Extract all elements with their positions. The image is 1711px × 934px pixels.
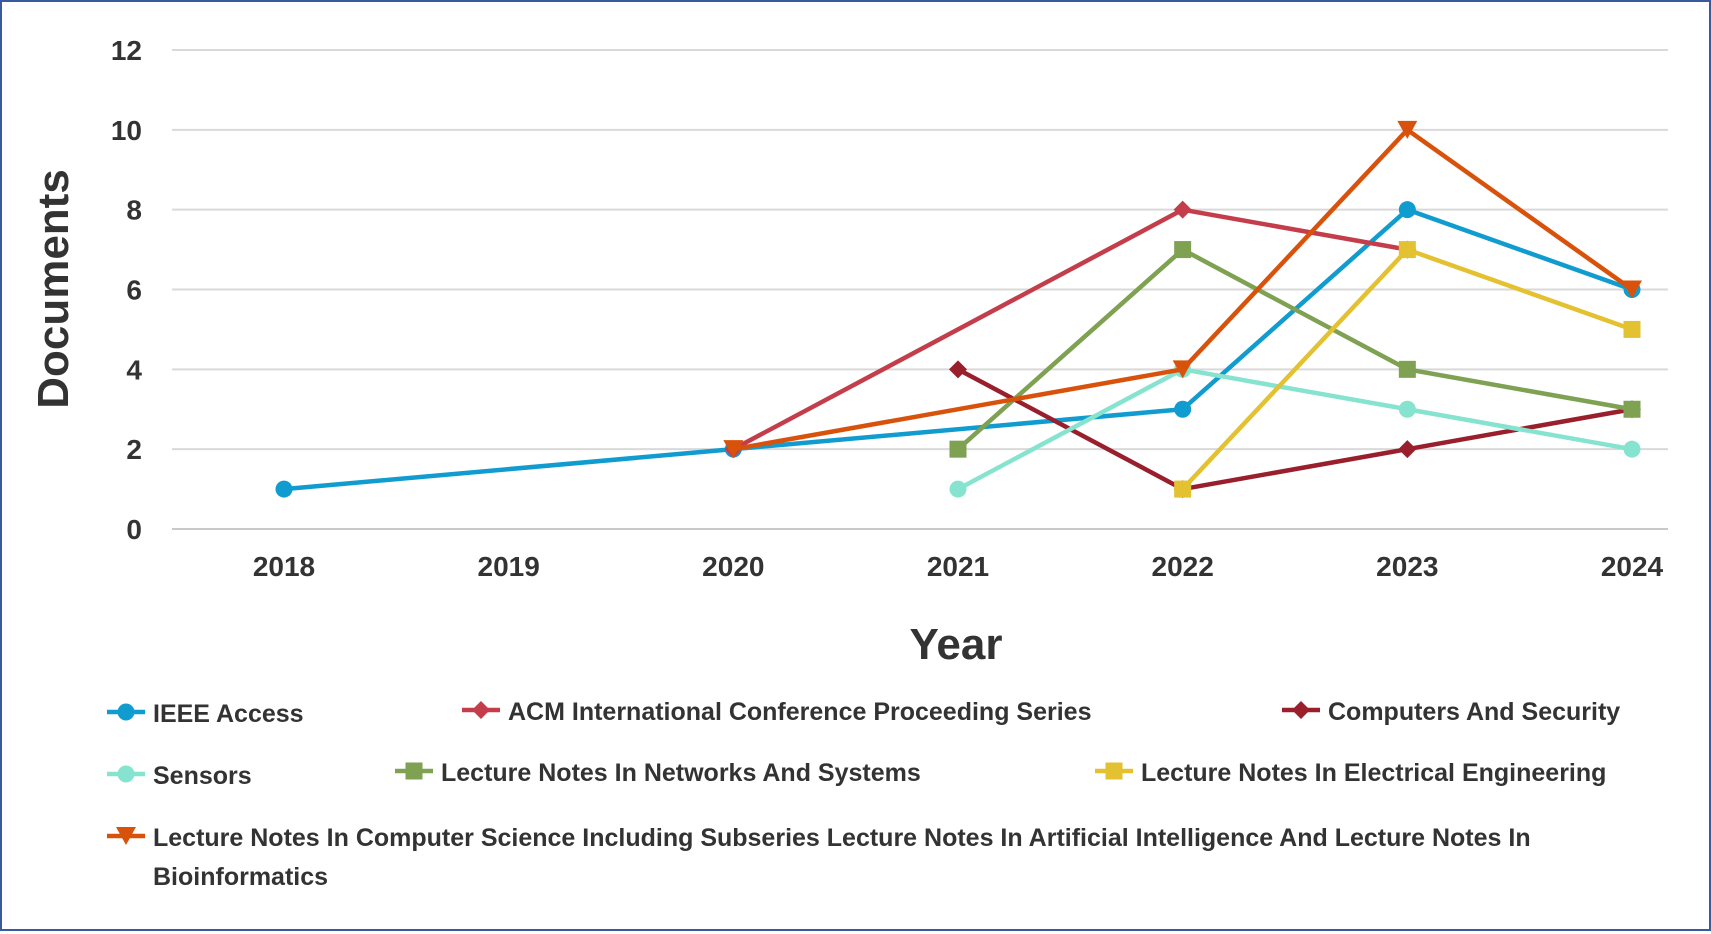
y-tick-label: 0 — [126, 514, 142, 545]
legend-swatch-marker — [116, 827, 136, 845]
legend-label: Lecture Notes In Networks And Systems — [441, 759, 921, 787]
legend-swatch-marker — [117, 765, 135, 783]
y-tick-label: 12 — [111, 35, 142, 66]
x-tick-label: 2020 — [702, 551, 764, 582]
series-line — [731, 127, 1635, 452]
y-tick-label: 4 — [126, 354, 142, 385]
series-lecture-notes-in-electrical-engineering — [1174, 241, 1641, 498]
y-tick-label: 8 — [126, 195, 142, 226]
x-tick-label: 2018 — [253, 551, 315, 582]
data-point — [1174, 241, 1192, 259]
series-lecture-notes-in-networks-and-systems — [949, 241, 1641, 458]
legend-swatch-marker — [1105, 762, 1123, 780]
legend-item[interactable]: IEEE Access — [107, 700, 304, 728]
data-point — [1623, 400, 1641, 418]
data-point — [1622, 280, 1642, 299]
series-lines — [275, 120, 1642, 499]
legend-label: Computers And Security — [1328, 698, 1620, 726]
x-tick-label: 2019 — [478, 551, 540, 582]
x-axis-ticks: 2018 2019 2020 2021 2022 2023 2024 — [253, 551, 1664, 582]
y-tick-label: 2 — [126, 434, 142, 465]
x-tick-label: 2022 — [1152, 551, 1214, 582]
legend-label: Sensors — [153, 762, 252, 790]
y-axis-title: Documents — [29, 169, 78, 409]
data-point — [1398, 201, 1416, 219]
series-line — [731, 207, 1410, 452]
series-sensors — [949, 360, 1641, 498]
data-point — [1174, 400, 1192, 418]
legend-swatch-marker — [405, 762, 423, 780]
data-point — [1397, 120, 1418, 139]
data-point — [723, 440, 744, 459]
data-point — [1398, 241, 1416, 259]
legend: IEEE Access ACM International Conference … — [107, 698, 1620, 891]
x-tick-label: 2024 — [1601, 551, 1664, 582]
data-point — [949, 440, 967, 458]
series-line — [955, 367, 1635, 492]
data-point — [1172, 360, 1193, 379]
legend-item[interactable]: Computers And Security — [1282, 698, 1620, 726]
data-point — [949, 480, 967, 498]
legend-label: Lecture Notes In Electrical Engineering — [1141, 759, 1606, 787]
legend-label: ACM International Conference Proceeding … — [508, 698, 1091, 726]
series-lecture-notes-in-computer-science-includ — [723, 120, 1642, 459]
legend-item[interactable]: Sensors — [107, 762, 252, 790]
data-point — [949, 360, 967, 379]
legend-item[interactable]: Lecture Notes In Computer Science Includ… — [107, 824, 1531, 891]
data-point — [1174, 480, 1192, 498]
data-point — [275, 480, 293, 498]
data-point — [1623, 440, 1641, 458]
legend-label: IEEE Access — [153, 700, 304, 728]
y-tick-label: 6 — [126, 275, 142, 306]
legend-swatch-marker — [1292, 701, 1310, 719]
y-tick-label: 10 — [111, 115, 142, 146]
legend-label: Lecture Notes In Computer Science Includ… — [153, 824, 1531, 891]
series-line — [955, 247, 1635, 452]
series-computers-and-security — [949, 360, 1641, 499]
data-point — [1398, 360, 1416, 378]
x-tick-label: 2021 — [927, 551, 989, 582]
y-axis-ticks: 0 2 4 6 8 10 12 — [111, 35, 143, 545]
legend-swatch-marker — [117, 703, 135, 721]
x-tick-label: 2023 — [1376, 551, 1438, 582]
data-point — [1173, 200, 1192, 219]
x-axis-title: Year — [910, 620, 1003, 669]
data-point — [1398, 400, 1416, 418]
data-point — [1623, 320, 1641, 338]
data-point — [1398, 440, 1417, 459]
legend-item[interactable]: Lecture Notes In Networks And Systems — [395, 759, 921, 787]
legend-item[interactable]: Lecture Notes In Electrical Engineering — [1095, 759, 1606, 787]
gridlines — [172, 49, 1668, 530]
legend-swatch-marker — [472, 701, 490, 719]
legend-item[interactable]: ACM International Conference Proceeding … — [462, 698, 1091, 726]
